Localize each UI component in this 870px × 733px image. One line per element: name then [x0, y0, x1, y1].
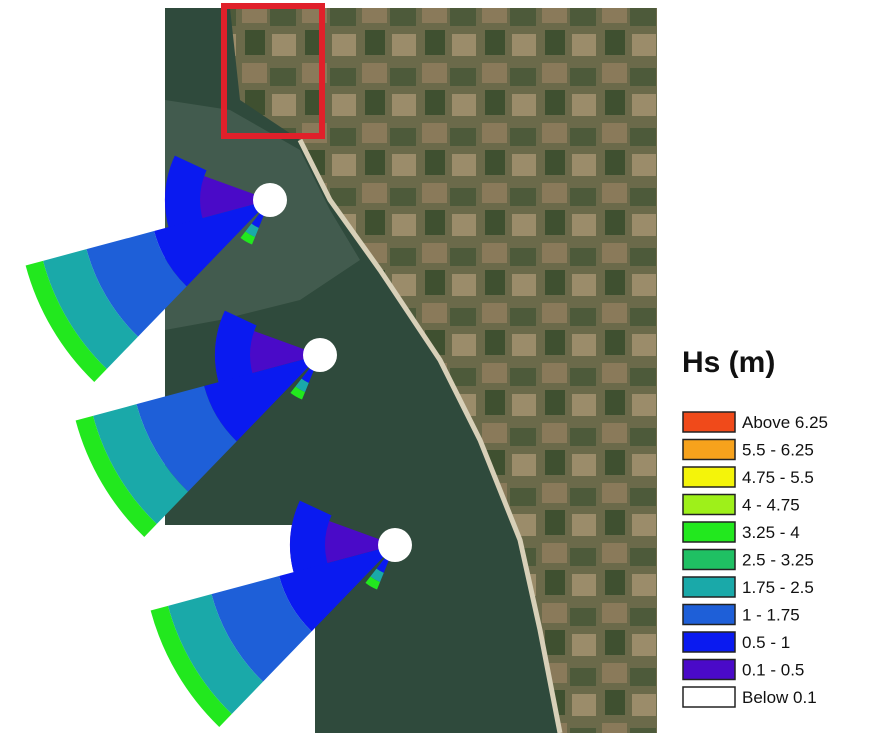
buoy-point [378, 528, 412, 562]
legend-label: 1 - 1.75 [742, 606, 800, 625]
legend-title: Hs (m) [682, 346, 775, 379]
legend-label: 4.75 - 5.5 [742, 468, 814, 487]
legend-swatch [683, 577, 735, 597]
buoy-point [253, 183, 287, 217]
legend-swatch [683, 550, 735, 570]
legend-label: 0.1 - 0.5 [742, 661, 804, 680]
legend-label: 2.5 - 3.25 [742, 551, 814, 570]
legend-swatch [683, 632, 735, 652]
legend-swatch [683, 440, 735, 460]
legend-swatch [683, 412, 735, 432]
legend-swatch [683, 495, 735, 515]
legend-label: 3.25 - 4 [742, 523, 800, 542]
legend-label: Below 0.1 [742, 688, 817, 707]
legend-swatch [683, 660, 735, 680]
legend-swatch [683, 605, 735, 625]
buoy-point [303, 338, 337, 372]
legend-label: 5.5 - 6.25 [742, 441, 814, 460]
legend-swatch [683, 467, 735, 487]
legend: Hs (m) Above 6.25 5.5 - 6.25 4.75 - 5.5 4 -… [660, 322, 870, 733]
legend-swatch [683, 522, 735, 542]
map-figure: Hs (m) Above 6.25 5.5 - 6.25 4.75 - 5.5 4 -… [0, 0, 870, 733]
legend-swatch [683, 687, 735, 707]
legend-label: 4 - 4.75 [742, 496, 800, 515]
legend-label: 1.75 - 2.5 [742, 578, 814, 597]
legend-label: 0.5 - 1 [742, 633, 790, 652]
legend-label: Above 6.25 [742, 413, 828, 432]
